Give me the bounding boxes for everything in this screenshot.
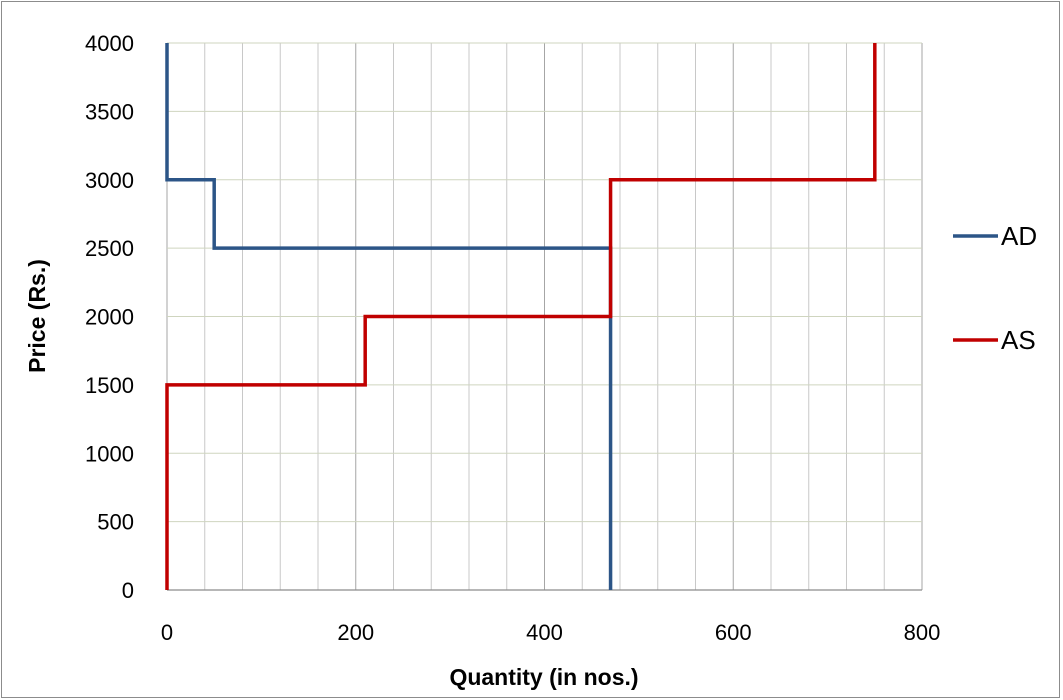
y-tick-label: 3000 [85,168,134,193]
x-tick-labels: 0 200 400 600 800 [161,620,940,645]
legend-label: AS [1001,325,1036,355]
series-lines [165,43,877,590]
y-tick-label: 4000 [85,31,134,56]
y-tick-labels: 0 500 1000 1500 2000 2500 3000 3500 4000 [85,31,134,603]
x-tick-label: 200 [337,620,374,645]
y-tick-label: 2000 [85,305,134,330]
series-line-as [165,43,877,590]
x-tick-label: 400 [526,620,563,645]
y-tick-label: 0 [122,578,134,603]
y-tick-label: 2500 [85,236,134,261]
y-tick-label: 3500 [85,99,134,124]
y-tick-label: 1500 [85,373,134,398]
y-axis-title: Price (Rs.) [24,259,50,373]
y-tick-label: 1000 [85,441,134,466]
legend-label: AD [1001,221,1037,251]
legend: AD AS [953,221,1037,355]
x-axis-title: Quantity (in nos.) [449,664,638,690]
x-tick-label: 600 [715,620,752,645]
x-tick-label: 800 [904,620,941,645]
y-tick-label: 500 [97,510,134,535]
x-tick-label: 0 [161,620,173,645]
